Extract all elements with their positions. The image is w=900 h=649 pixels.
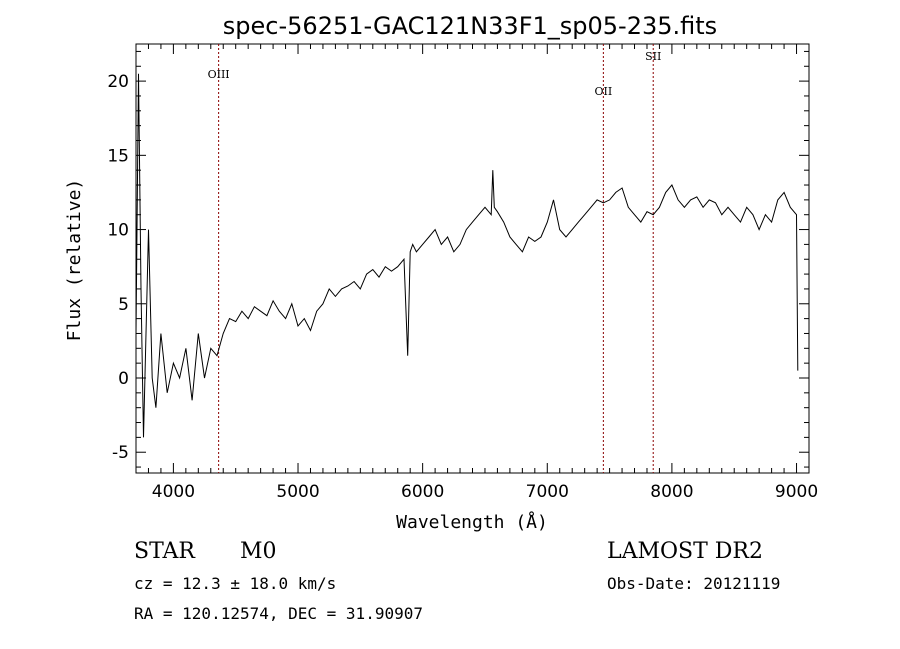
y-tick-label: 10 <box>107 221 129 241</box>
chart-title: spec-56251-GAC121N33F1_sp05-235.fits <box>223 12 717 40</box>
plot-frame <box>135 43 810 474</box>
spectrum-line <box>135 73 799 438</box>
observation-date: Obs-Date: 20121119 <box>607 574 781 593</box>
y-tick-label: 15 <box>107 146 129 166</box>
x-tick-label: 5000 <box>276 482 319 502</box>
object-class: STAR <box>134 539 195 564</box>
redshift-readout: cz = 12.3 ± 18.0 km/s <box>134 574 337 593</box>
survey-name: LAMOST DR2 <box>607 539 763 564</box>
y-tick-label: -5 <box>112 443 129 463</box>
x-tick-label: 7000 <box>526 482 569 502</box>
coordinates-readout: RA = 120.12574, DEC = 31.90907 <box>134 604 423 623</box>
line-marker-label: OII <box>595 85 613 98</box>
x-tick-label: 9000 <box>775 482 818 502</box>
x-tick-label: 8000 <box>650 482 693 502</box>
axis-ticks: 4000 5000 6000 7000 8000 9000 -5 0 5 10 15 20 <box>107 44 818 502</box>
line-marker-label: SII <box>645 50 661 63</box>
y-tick-label: 20 <box>107 72 129 92</box>
y-tick-label: 0 <box>118 369 129 389</box>
spectrum-series <box>135 73 799 438</box>
y-tick-label: 5 <box>118 295 129 315</box>
line-marker-label: OIII <box>208 68 230 81</box>
x-axis-label: Wavelength (Å) <box>396 511 548 533</box>
object-subclass: M0 <box>240 539 277 564</box>
y-axis-label: Flux (relative) <box>64 179 85 342</box>
x-tick-label: 6000 <box>401 482 444 502</box>
x-tick-label: 4000 <box>152 482 195 502</box>
emission-line-markers: OIII OII SII <box>208 44 661 473</box>
